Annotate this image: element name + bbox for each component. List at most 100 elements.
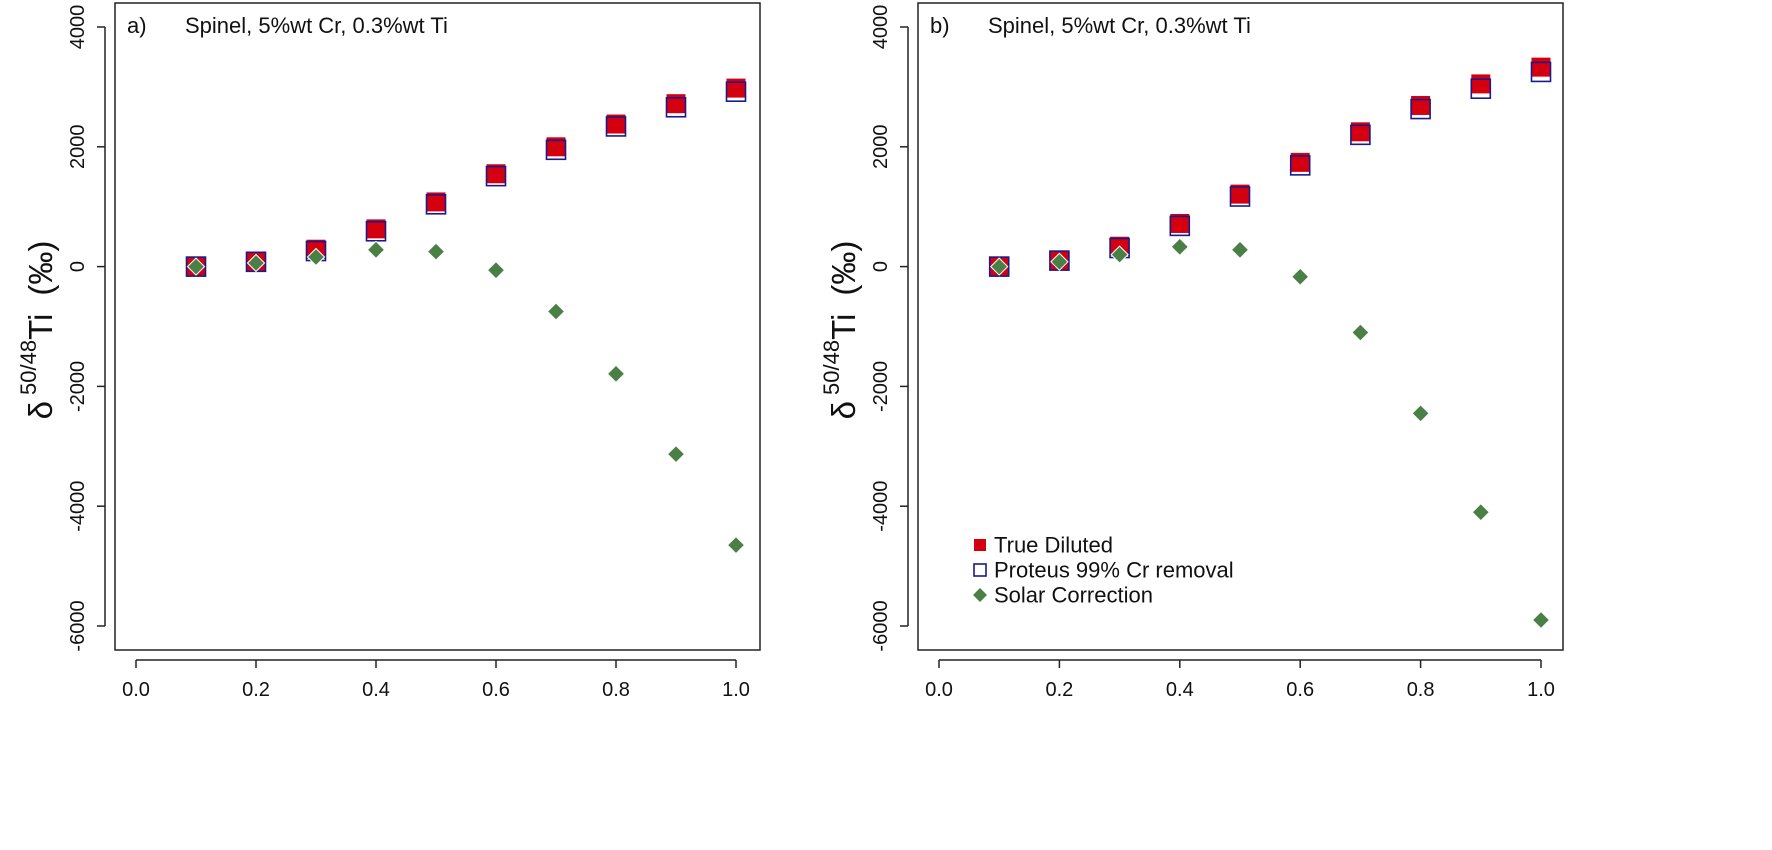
data-point — [1230, 240, 1250, 260]
legend-swatch — [973, 563, 987, 577]
x-tick-label: 1.0 — [1527, 679, 1555, 701]
y-title-superscript: 50/48 — [819, 340, 844, 395]
panel-label: b) — [930, 13, 950, 38]
data-point — [366, 240, 386, 260]
y-tick-label: 0 — [870, 261, 892, 272]
data-point — [726, 535, 746, 555]
data-point — [485, 165, 507, 187]
data-point — [1169, 215, 1191, 237]
data-point — [425, 194, 447, 215]
data-point — [666, 94, 686, 114]
y-title-element: Ti — [825, 314, 862, 340]
x-axis: 0.0 0.2 0.4 0.6 0.8 1.0 — [122, 659, 750, 701]
data-point — [1411, 95, 1431, 115]
data-point — [725, 81, 747, 102]
legend-label: True Diluted — [994, 533, 1113, 558]
data-point — [426, 192, 446, 212]
data-point — [185, 256, 207, 277]
x-tick-label: 0.2 — [1045, 679, 1073, 701]
series-solar-correction — [989, 237, 1551, 630]
data-point — [1531, 610, 1551, 630]
series-true-diluted — [989, 57, 1551, 277]
x-tick-label: 0.2 — [242, 679, 270, 701]
data-point — [1290, 152, 1310, 172]
legend-swatch — [974, 539, 986, 551]
x-tick-label: 0.0 — [122, 679, 150, 701]
data-point — [426, 242, 446, 261]
data-point — [1350, 124, 1371, 146]
legend-label: Solar Correction — [994, 583, 1153, 608]
data-point — [1531, 57, 1551, 77]
data-point — [1110, 245, 1129, 264]
series-solar-correction — [186, 240, 746, 555]
y-tick-label: -2000 — [870, 361, 892, 412]
data-point — [989, 257, 1009, 276]
data-point — [666, 444, 686, 464]
panel-title: Spinel, 5%wt Cr, 0.3%wt Ti — [988, 13, 1251, 38]
x-tick-label: 0.0 — [925, 679, 953, 701]
data-point — [1351, 323, 1370, 342]
x-tick-label: 1.0 — [722, 679, 750, 701]
series-proteus-99-cr-removal — [185, 81, 747, 277]
plot-frame — [114, 2, 761, 651]
legend-item: True Diluted — [974, 533, 1113, 558]
data-point — [1170, 237, 1190, 257]
data-point — [988, 256, 1010, 277]
data-point — [186, 257, 206, 276]
legend-item: Solar Correction — [973, 583, 1153, 608]
data-point — [1411, 404, 1430, 423]
data-point — [545, 139, 567, 161]
data-point — [1350, 122, 1370, 142]
y-axis: -6000 -4000 -2000 0 2000 4000 — [870, 5, 909, 652]
data-point — [1471, 74, 1491, 94]
panel-title: Spinel, 5%wt Cr, 0.3%wt Ti — [185, 13, 448, 38]
data-point — [366, 219, 386, 239]
y-axis-title: δ 50/48Ti (‰) — [819, 241, 862, 420]
x-tick-label: 0.8 — [1407, 679, 1435, 701]
data-point — [1230, 184, 1250, 204]
x-tick-label: 0.4 — [362, 679, 390, 701]
y-tick-label: -2000 — [67, 361, 89, 412]
data-point — [1289, 155, 1311, 176]
data-point — [546, 302, 566, 321]
data-point — [1170, 213, 1190, 233]
data-point — [486, 260, 506, 280]
y-tick-label: -4000 — [870, 481, 892, 532]
legend-swatch — [973, 588, 987, 602]
y-tick-label: -6000 — [870, 600, 892, 651]
legend-item: Proteus 99% Cr removal — [973, 558, 1234, 583]
data-point — [1290, 267, 1310, 286]
y-tick-label: 4000 — [67, 5, 89, 50]
legend-label: Proteus 99% Cr removal — [994, 558, 1234, 583]
y-title-superscript: 50/48 — [16, 340, 41, 395]
plot-frame — [917, 2, 1564, 651]
y-tick-label: 2000 — [870, 125, 892, 170]
data-point — [486, 164, 506, 184]
data-point — [606, 364, 626, 384]
data-points — [185, 78, 747, 555]
data-point — [1470, 78, 1492, 99]
data-point — [665, 96, 687, 118]
y-tick-label: 2000 — [67, 125, 89, 170]
y-axis-title: δ 50/48Ti (‰) — [16, 241, 59, 420]
data-point — [726, 78, 746, 98]
data-point — [606, 114, 626, 134]
data-point — [246, 253, 266, 273]
y-title-unit: (‰) — [22, 241, 59, 296]
x-tick-label: 0.8 — [602, 679, 630, 701]
x-axis: 0.0 0.2 0.4 0.6 0.8 1.0 — [925, 659, 1555, 701]
series-true-diluted — [186, 78, 746, 277]
y-title-element: Ti — [22, 314, 59, 340]
data-point — [1530, 61, 1552, 83]
y-tick-label: -4000 — [67, 481, 89, 532]
y-axis: -6000 -4000 -2000 0 2000 4000 — [67, 5, 106, 652]
series-proteus-99-cr-removal — [988, 61, 1552, 277]
x-tick-label: 0.4 — [1166, 679, 1194, 701]
data-point — [1410, 98, 1431, 120]
y-title-unit: (‰) — [825, 241, 862, 296]
data-point — [1229, 186, 1251, 207]
data-point — [546, 137, 566, 157]
y-tick-label: 4000 — [870, 5, 892, 50]
